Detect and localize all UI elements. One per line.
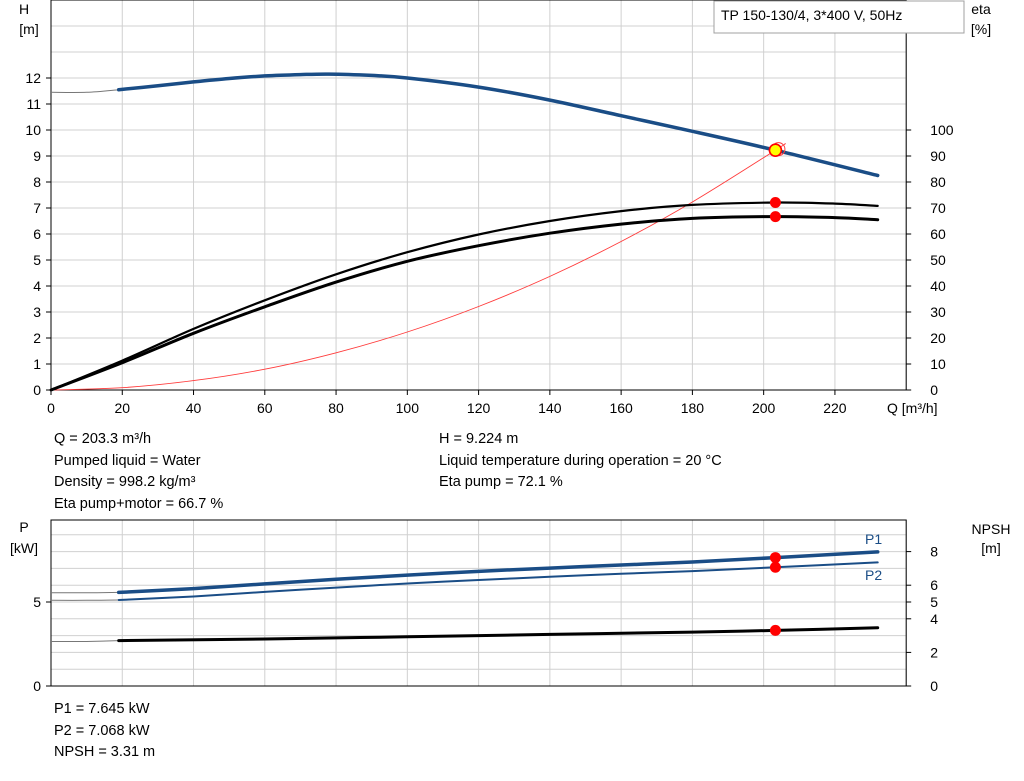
lower-y-right-title: NPSH [972, 521, 1011, 537]
upper-y-right-title: eta [971, 1, 991, 17]
x-tick-label: 20 [114, 400, 130, 416]
x-tick-label: 120 [467, 400, 491, 416]
info-liquid-temp: Liquid temperature during operation = 20… [439, 452, 722, 469]
upper-y-left-tick-label: 5 [33, 252, 41, 268]
info-bottom-left: P1 = 7.645 kW P2 = 7.068 kW NPSH = 3.31 … [54, 699, 155, 764]
upper-y-left-tick-label: 6 [33, 226, 41, 242]
upper-y-left-tick-label: 0 [33, 382, 41, 398]
axis-labels: 0 20 40 60 80 100 120 140 160 180 200 2200123456789… [25, 70, 953, 694]
upper-y-right-tick-label: 90 [930, 148, 946, 164]
eta-pump-line [49, 201, 879, 392]
legend-box [713, 0, 965, 34]
x-tick-label: 180 [681, 400, 705, 416]
lower-y-right-tick-label: 2 [930, 644, 938, 660]
series-label-p1: P1 [865, 531, 882, 547]
op-point-p2-marker [769, 561, 781, 573]
upper-y-right-tick-label: 80 [930, 174, 946, 190]
upper-y-right-tick-label: 20 [930, 330, 946, 346]
info-pumped-liquid: Pumped liquid = Water [54, 452, 201, 469]
info-h: H = 9.224 m [439, 431, 519, 447]
lower-y-left-title: P [19, 519, 28, 535]
upper-y-left-title: H [19, 1, 29, 17]
lower-y-left-unit: [kW] [10, 540, 38, 556]
op-point-head-marker [768, 143, 783, 157]
upper-y-left-tick-label: 12 [25, 70, 41, 86]
lower-chart-series [50, 550, 880, 643]
op-point-eta-pump-motor-marker [769, 211, 781, 223]
upper-y-right-tick-label: 60 [930, 226, 946, 242]
x-tick-label: 0 [47, 400, 55, 416]
x-tick-label: 80 [328, 400, 344, 416]
info-p1: P1 = 7.645 kW [54, 701, 150, 717]
upper-y-right-tick-label: 30 [930, 304, 946, 320]
npsh-line-extension [50, 640, 119, 643]
upper-y-left-tick-label: 1 [33, 356, 41, 372]
x-tick-label: 60 [257, 400, 273, 416]
lower-y-right-tick-label: 6 [930, 577, 938, 593]
lower-y-right-tick-label: 8 [930, 544, 938, 560]
upper-y-left-tick-label: 4 [33, 278, 41, 294]
info-eta-pump: Eta pump = 72.1 % [439, 474, 563, 490]
upper-y-left-tick-label: 7 [33, 200, 41, 216]
upper-y-left-tick-label: 10 [25, 122, 41, 138]
x-tick-label: 40 [186, 400, 202, 416]
upper-y-right-tick-label: 100 [930, 122, 954, 138]
lower-y-right-unit: [m] [981, 540, 1000, 556]
lower-chart-grid [50, 519, 907, 687]
x-axis-title: Q [m³/h] [887, 400, 938, 416]
upper-y-right-tick-label: 10 [930, 356, 946, 372]
lower-y-left-tick-label: 0 [33, 678, 41, 694]
x-tick-label: 100 [396, 400, 420, 416]
op-point-p1-marker [769, 552, 781, 564]
upper-chart-series [49, 72, 880, 392]
lower-y-right-tick-label: 5 [930, 594, 938, 610]
p2-line [117, 561, 879, 601]
upper-y-left-tick-label: 2 [33, 330, 41, 346]
lower-y-right-tick-label: 0 [930, 678, 938, 694]
upper-y-left-tick-label: 3 [33, 304, 41, 320]
x-tick-label: 160 [609, 400, 633, 416]
p1-line [116, 550, 880, 595]
lower-y-left-tick-label: 5 [33, 594, 41, 610]
upper-y-right-tick-label: 40 [930, 278, 946, 294]
info-p2: P2 = 7.068 kW [54, 722, 150, 739]
info-npsh: NPSH = 3.31 m [54, 744, 156, 760]
x-tick-label: 140 [538, 400, 562, 416]
system-curve-line [50, 143, 786, 391]
upper-y-left-tick-label: 11 [26, 96, 41, 112]
lower-y-right-tick-label: 4 [930, 611, 938, 627]
upper-y-left-tick-label: 8 [33, 174, 41, 190]
info-top-right: H = 9.224 m Liquid temperature during op… [439, 429, 722, 494]
head-curve-line-extension [50, 89, 119, 93]
series-label-p2: P2 [865, 567, 882, 583]
upper-y-left-unit: [m] [19, 21, 38, 37]
upper-y-right-tick-label: 70 [930, 200, 946, 216]
legend-box-text: TP 150-130/4, 3*400 V, 50Hz [721, 7, 902, 23]
upper-y-right-tick-label: 0 [930, 382, 938, 398]
eta-pump-motor-line [49, 215, 880, 392]
lower-plot-frame [50, 519, 907, 687]
x-tick-label: 220 [823, 400, 847, 416]
info-q: Q = 203.3 m³/h [54, 431, 152, 447]
upper-y-left-tick-label: 9 [33, 148, 41, 164]
upper-y-right-unit: [%] [971, 21, 991, 37]
info-density: Density = 998.2 kg/m³ [54, 474, 196, 490]
info-top-left: Q = 203.3 m³/h Pumped liquid = Water Den… [54, 429, 223, 515]
upper-chart-grid [50, 0, 907, 391]
x-tick-label: 200 [752, 400, 776, 416]
info-eta-pump-motor: Eta pump+motor = 66.7 % [54, 495, 224, 512]
upper-y-right-tick-label: 50 [930, 252, 946, 268]
head-curve-line [116, 72, 880, 178]
op-point-npsh-marker [769, 624, 781, 636]
op-point-eta-pump-marker [769, 197, 781, 209]
